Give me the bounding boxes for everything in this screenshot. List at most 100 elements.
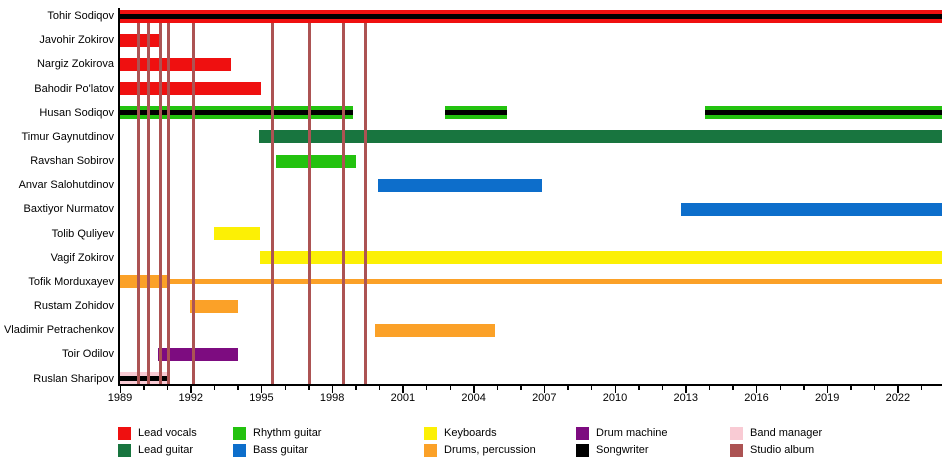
member-label: Tolib Quliyev [51, 227, 114, 240]
axis-tick [331, 386, 334, 393]
timeline-bar-lead_vocals [120, 9, 942, 23]
axis-tick-label: 1989 [107, 392, 133, 404]
timeline-bar-keyboards [260, 251, 942, 265]
axis-tick [308, 386, 310, 390]
axis-tick [143, 386, 145, 390]
axis-tick [732, 386, 734, 390]
legend-label: Studio album [750, 444, 815, 456]
axis-tick-label: 2007 [532, 392, 557, 404]
timeline-bar-rhythm_guitar [275, 154, 356, 168]
timeline-bar-drum_machine [157, 347, 238, 361]
legend-label: Drum machine [596, 427, 668, 439]
legend-swatch-lead_guitar [118, 444, 131, 457]
studio-album-line [363, 23, 367, 384]
member-label: Rustam Zohidov [33, 300, 114, 312]
axis-tick [402, 386, 404, 393]
timeline-bar-lead_vocals [120, 82, 262, 95]
songwriter-stripe [120, 13, 942, 19]
axis-tick [685, 386, 687, 393]
studio-album-line [342, 23, 346, 384]
member-label: Vagif Zokirov [50, 251, 114, 264]
studio-album-line [158, 23, 162, 384]
legend: Lead vocals Lead guitar Rhythm guitar Bass … [0, 420, 950, 464]
axis-tick-label: 2001 [390, 392, 416, 404]
legend-label: Band manager [750, 427, 823, 439]
axis-tick [284, 386, 286, 390]
member-label: Anvar Salohutdinov [18, 179, 114, 192]
legend-swatch-rhythm_guitar [233, 427, 246, 440]
axis-tick [755, 386, 758, 393]
songwriter-stripe [704, 110, 942, 116]
legend-label: Bass guitar [253, 444, 309, 456]
axis-tick [873, 386, 876, 390]
legend-swatch-songwriter [576, 444, 589, 457]
timeline-bar-bass_guitar [378, 178, 542, 192]
axis-tick-label: 2004 [461, 392, 486, 404]
axis-tick-label: 1992 [178, 392, 203, 404]
timeline-bar-lead_guitar [259, 130, 942, 144]
axis-tick [590, 386, 593, 390]
axis-tick [638, 386, 640, 390]
member-label: Bahodir Po'latov [34, 82, 114, 95]
timeline-bar-drums [120, 275, 169, 289]
axis-tick-label: 2019 [814, 392, 840, 404]
timeline-bar-rhythm_guitar [704, 106, 942, 120]
studio-album-line [191, 23, 195, 384]
legend-label: Keyboards [444, 427, 497, 439]
timeline-bar-rhythm_guitar [120, 106, 354, 120]
x-axis-line [118, 384, 942, 386]
axis-tick [826, 386, 829, 393]
member-label: Timur Gaynutdinov [21, 130, 114, 143]
axis-tick [661, 386, 664, 390]
legend-label: Songwriter [596, 444, 649, 456]
member-label: Baxtiyor Nurmatov [23, 203, 114, 216]
axis-tick [119, 386, 121, 393]
legend-swatch-studio_album [730, 444, 743, 457]
axis-tick [850, 386, 852, 390]
member-label: Nargiz Zokirova [36, 58, 114, 71]
axis-tick [213, 386, 216, 390]
member-label: Ravshan Sobirov [30, 155, 114, 167]
legend-swatch-keyboards [424, 427, 437, 440]
legend-label: Lead guitar [138, 444, 194, 456]
axis-tick [920, 386, 923, 390]
axis-tick [897, 386, 899, 393]
member-label: Husan Sodiqov [39, 106, 114, 119]
axis-tick [779, 386, 782, 390]
axis-tick [614, 386, 617, 393]
member-label: Toir Odilov [62, 348, 114, 361]
studio-album-line [270, 23, 274, 384]
legend-label: Rhythm guitar [253, 427, 322, 439]
member-label: Ruslan Sharipov [33, 372, 114, 385]
y-axis-line [118, 8, 120, 386]
axis-tick [260, 386, 263, 393]
axis-tick-label: 2016 [744, 392, 769, 404]
timeline-bar-keyboards [214, 227, 261, 240]
axis-tick [567, 386, 569, 390]
axis-tick [496, 386, 499, 390]
axis-tick [190, 386, 192, 393]
axis-tick [378, 386, 381, 390]
studio-album-line [146, 23, 150, 384]
axis-tick [355, 386, 357, 390]
member-label: Vladimir Petrachenkov [3, 324, 114, 337]
legend-swatch-drums [424, 444, 437, 457]
studio-album-line [308, 23, 312, 384]
axis-tick-label: 2022 [885, 392, 911, 404]
axis-tick-label: 2013 [673, 392, 698, 404]
timeline-bar-drums [374, 323, 495, 337]
plot-area: Tohir Sodiqov Javohir Zokirov Nargiz Zokir… [3, 8, 942, 404]
timeline-bar-bass_guitar [681, 202, 942, 216]
member-label: Tofik Morduxayev [28, 275, 114, 288]
axis-tick [473, 386, 475, 393]
songwriter-stripe [445, 110, 507, 116]
songwriter-stripe [120, 376, 169, 381]
studio-album-line [166, 23, 170, 384]
legend-label: Lead vocals [138, 427, 197, 439]
songwriter-stripe [120, 110, 354, 116]
legend-swatch-drum_machine [576, 427, 589, 440]
legend-label: Drums, percussion [444, 444, 536, 456]
axis-tick [520, 386, 522, 390]
axis-tick [708, 386, 711, 390]
